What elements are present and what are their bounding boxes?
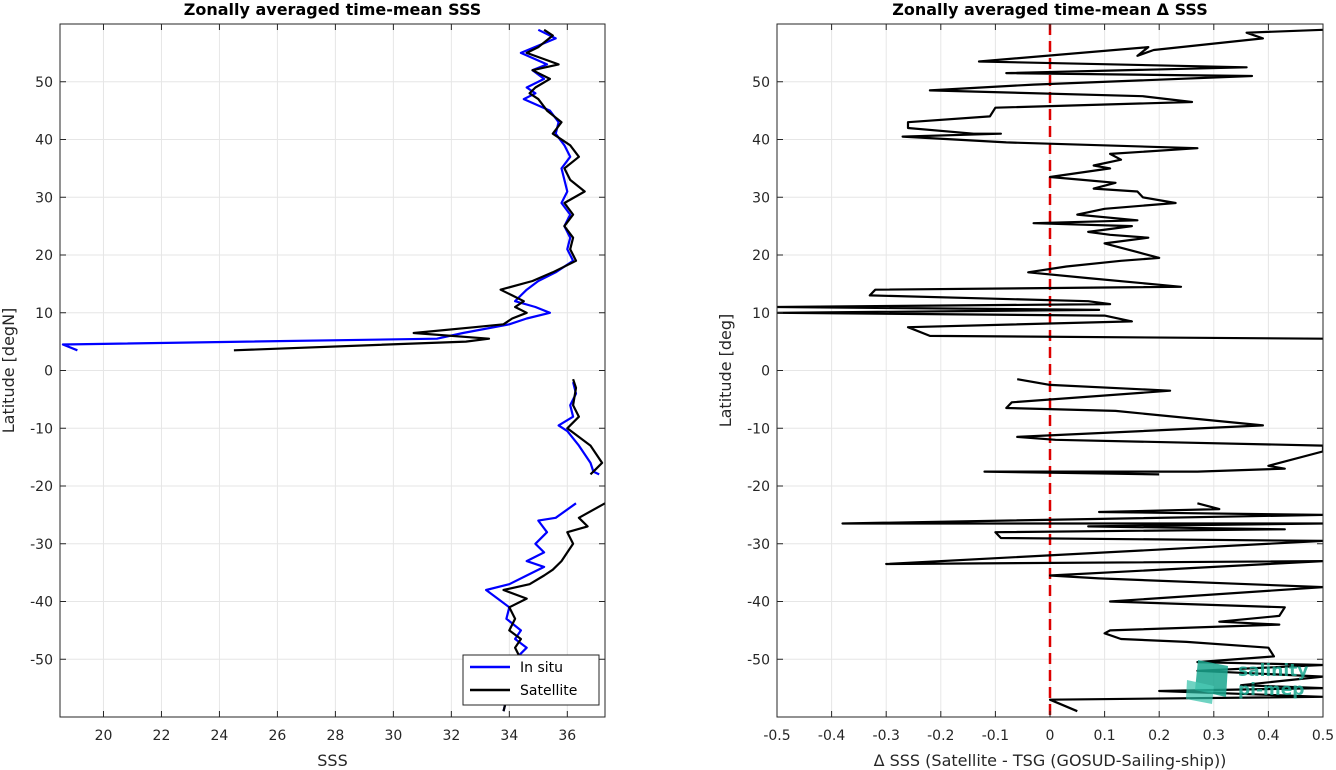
x-axis-label: SSS [317, 751, 347, 770]
x-tick-label: -0.2 [927, 728, 954, 744]
series-delta-sss [777, 28, 1323, 713]
x-tick-label: -0.4 [818, 728, 845, 744]
left-chart-panel: 20 22 24 26 28 30 32 34 36 -50 -40 -30 -20 -10 0 10 20 30… [0, 0, 606, 770]
grid [60, 24, 605, 717]
series-line [233, 28, 586, 352]
x-tick-label: -0.1 [982, 728, 1009, 744]
series-line [841, 502, 1323, 713]
series-line [61, 28, 575, 352]
series-line [566, 378, 604, 476]
y-tick-label: 20 [752, 248, 770, 264]
x-tick-label: 32 [442, 728, 460, 744]
y-tick-label: 30 [35, 190, 53, 206]
x-axis-label: Δ SSS (Satellite - TSG (GOSUD-Sailing-sh… [874, 751, 1227, 770]
logo-text-top: salinity [1238, 661, 1308, 681]
x-tick-label: 30 [384, 728, 402, 744]
y-tick-label: 30 [752, 190, 770, 206]
y-tick-label: -30 [747, 537, 770, 553]
y-tick-label: -10 [747, 421, 770, 437]
x-tick-label: 0.4 [1257, 728, 1279, 744]
right-chart-panel: -0.5 -0.4 -0.3 -0.2 -0.1 0 0.1 0.2 0.3 0.4 0.5 -50 -… [716, 0, 1334, 770]
y-tick-label: 10 [752, 306, 770, 322]
logo-cube-icon [1186, 680, 1214, 704]
legend: In situ Satellite [462, 654, 600, 706]
y-axis-label: Latitude [degN] [0, 308, 18, 434]
y-tick-label: 40 [752, 133, 770, 149]
y-tick-label: -40 [30, 595, 53, 611]
x-tick-label: 22 [153, 728, 171, 744]
legend-box [462, 654, 600, 706]
y-tick-label: 20 [35, 248, 53, 264]
y-tick-label: 10 [35, 306, 53, 322]
y-tick-label: -10 [30, 421, 53, 437]
x-tick-label: 0.3 [1203, 728, 1225, 744]
chart-title: Zonally averaged time-mean SSS [184, 0, 482, 19]
y-tick-label: 0 [761, 364, 770, 380]
y-tick-label: 50 [752, 75, 770, 91]
y-tick-label: 0 [44, 364, 53, 380]
x-tick-label: 20 [95, 728, 113, 744]
y-tick-label: -50 [30, 652, 53, 668]
x-tick-label: 36 [558, 728, 576, 744]
y-tick-label: -20 [30, 479, 53, 495]
y-tick-label: -40 [747, 595, 770, 611]
x-tick-label: -0.5 [763, 728, 790, 744]
x-tick-label: 28 [326, 728, 344, 744]
y-tick-label: -50 [747, 652, 770, 668]
series-line [777, 28, 1323, 340]
y-tick-label: 50 [35, 75, 53, 91]
logo-text-bottom: pi-mep [1238, 680, 1304, 700]
legend-item-label: In situ [520, 660, 563, 676]
x-tick-label: 24 [211, 728, 229, 744]
x-tick-label: 0.5 [1312, 728, 1334, 744]
x-tick-label: -0.3 [873, 728, 900, 744]
x-tick-label: 0.1 [1093, 728, 1115, 744]
legend-item-label: Satellite [520, 683, 577, 699]
chart-title: Zonally averaged time-mean Δ SSS [892, 0, 1208, 19]
x-tick-label: 26 [269, 728, 287, 744]
x-tick-label: 0 [1046, 728, 1055, 744]
y-tick-label: -30 [30, 537, 53, 553]
y-axis-label: Latitude [deg] [716, 314, 735, 428]
x-tick-label: 34 [500, 728, 518, 744]
y-tick-label: -20 [747, 479, 770, 495]
series-line [983, 378, 1323, 476]
x-tick-label: 0.2 [1148, 728, 1170, 744]
y-tick-label: 40 [35, 133, 53, 149]
